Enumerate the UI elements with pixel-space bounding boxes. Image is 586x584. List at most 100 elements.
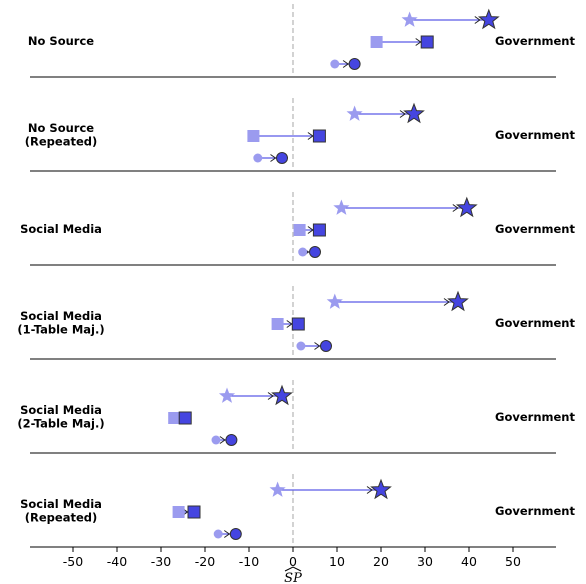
square-series (370, 35, 434, 49)
x-tick-label: 50 (505, 554, 521, 569)
x-axis: -50 -40 -30 -20 -10 0 10 20 30 40 50 SP (63, 547, 521, 584)
star-marker-initial (333, 199, 350, 215)
star-series (326, 290, 469, 312)
circle-series (211, 434, 238, 446)
row-label-line: Social Media (20, 222, 102, 236)
arrow-head (270, 154, 277, 162)
arrow-head (314, 342, 321, 350)
star-series (401, 8, 500, 30)
chart-row: Social Media(2-Table Maj.) Government (17, 380, 575, 454)
circle-marker-initial (296, 341, 306, 351)
arrow-head (452, 204, 459, 212)
row-right-label: Government (495, 128, 575, 142)
arrow-head (399, 110, 406, 118)
square-series (172, 505, 201, 519)
x-tick-label: 40 (461, 554, 477, 569)
arrow-head (342, 60, 349, 68)
arrow-head (474, 16, 481, 24)
x-tick-label: -30 (151, 554, 171, 569)
row-label-line: Social Media (20, 309, 102, 323)
square-marker-initial (172, 506, 185, 518)
chart-row: No Source Government (28, 4, 575, 78)
star-series (333, 196, 478, 218)
square-series (293, 223, 326, 237)
row-label-line: (Repeated) (25, 511, 98, 525)
circle-marker-final (320, 340, 332, 352)
row-label-line: No Source (28, 121, 94, 135)
square-series (168, 411, 192, 425)
circle-marker-final (348, 58, 361, 70)
x-tick-label: 10 (329, 554, 345, 569)
circle-marker-initial (330, 59, 340, 69)
circle-marker-initial (298, 247, 308, 257)
star-series (269, 478, 392, 500)
arrow-head (366, 486, 373, 494)
row-right-label: Government (495, 504, 575, 518)
circle-series (296, 340, 332, 352)
x-axis-label-hat (284, 566, 302, 572)
star-marker-final (447, 290, 469, 312)
row-left-label: Social Media (20, 222, 102, 236)
row-label-line: No Source (28, 34, 94, 48)
square-series (247, 129, 326, 143)
circle-series (213, 528, 242, 540)
row-label-line: Social Media (20, 497, 102, 511)
x-tick-label: -40 (107, 554, 127, 569)
x-tick-label: 20 (373, 554, 389, 569)
square-marker-final (312, 223, 326, 237)
star-marker-final (455, 196, 478, 218)
row-right-label: Government (495, 34, 575, 48)
x-tick-label: 0 (289, 554, 297, 569)
star-marker-initial (346, 105, 363, 121)
star-marker-initial (326, 293, 343, 309)
arrow-head (443, 298, 450, 306)
circle-series (330, 58, 361, 70)
chart-row: Social Media(Repeated) Government (20, 474, 575, 548)
star-marker-initial (269, 481, 286, 497)
x-tick-label: -20 (195, 554, 215, 569)
row-right-label: Government (495, 410, 575, 424)
row-label-line: (1-Table Maj.) (17, 323, 104, 337)
arrow-head (219, 436, 226, 444)
star-marker-initial (218, 387, 236, 403)
row-left-label: Social Media(1-Table Maj.) (17, 309, 104, 337)
circle-marker-initial (213, 529, 223, 539)
x-tick-label: 30 (417, 554, 433, 569)
square-marker-final (187, 505, 201, 519)
chart-row: Social Media Government (20, 192, 575, 266)
square-marker-initial (168, 412, 181, 424)
square-marker-initial (247, 130, 260, 142)
row-left-label: No Source(Repeated) (25, 121, 98, 149)
circle-marker-final (276, 152, 288, 164)
circle-marker-initial (253, 153, 263, 163)
circle-marker-final (225, 434, 238, 446)
circle-marker-final (229, 528, 242, 540)
circle-series (253, 152, 288, 164)
x-tick-label: -50 (63, 554, 83, 569)
square-marker-initial (370, 36, 383, 48)
arrow-head (267, 392, 274, 400)
row-label-line: (Repeated) (25, 135, 98, 149)
x-axis-label: SP (284, 571, 302, 584)
square-series (271, 317, 305, 331)
square-marker-final (312, 129, 326, 143)
row-label-line: Social Media (20, 403, 102, 417)
row-left-label: Social Media(Repeated) (20, 497, 102, 525)
circle-marker-initial (211, 435, 221, 445)
chart-row: No Source(Repeated) Government (25, 98, 575, 172)
arrow-head (224, 530, 231, 538)
row-left-label: No Source (28, 34, 94, 48)
chart-row: Social Media(1-Table Maj.) Government (17, 286, 575, 360)
row-label-line: (2-Table Maj.) (17, 417, 104, 431)
star-marker-final (370, 478, 392, 500)
star-series (218, 384, 293, 406)
row-right-label: Government (495, 222, 575, 236)
star-marker-initial (401, 11, 418, 27)
row-left-label: Social Media(2-Table Maj.) (17, 403, 104, 431)
square-marker-final (420, 35, 434, 49)
star-marker-final (477, 8, 500, 30)
circle-series (298, 246, 321, 258)
square-marker-initial (271, 318, 284, 330)
